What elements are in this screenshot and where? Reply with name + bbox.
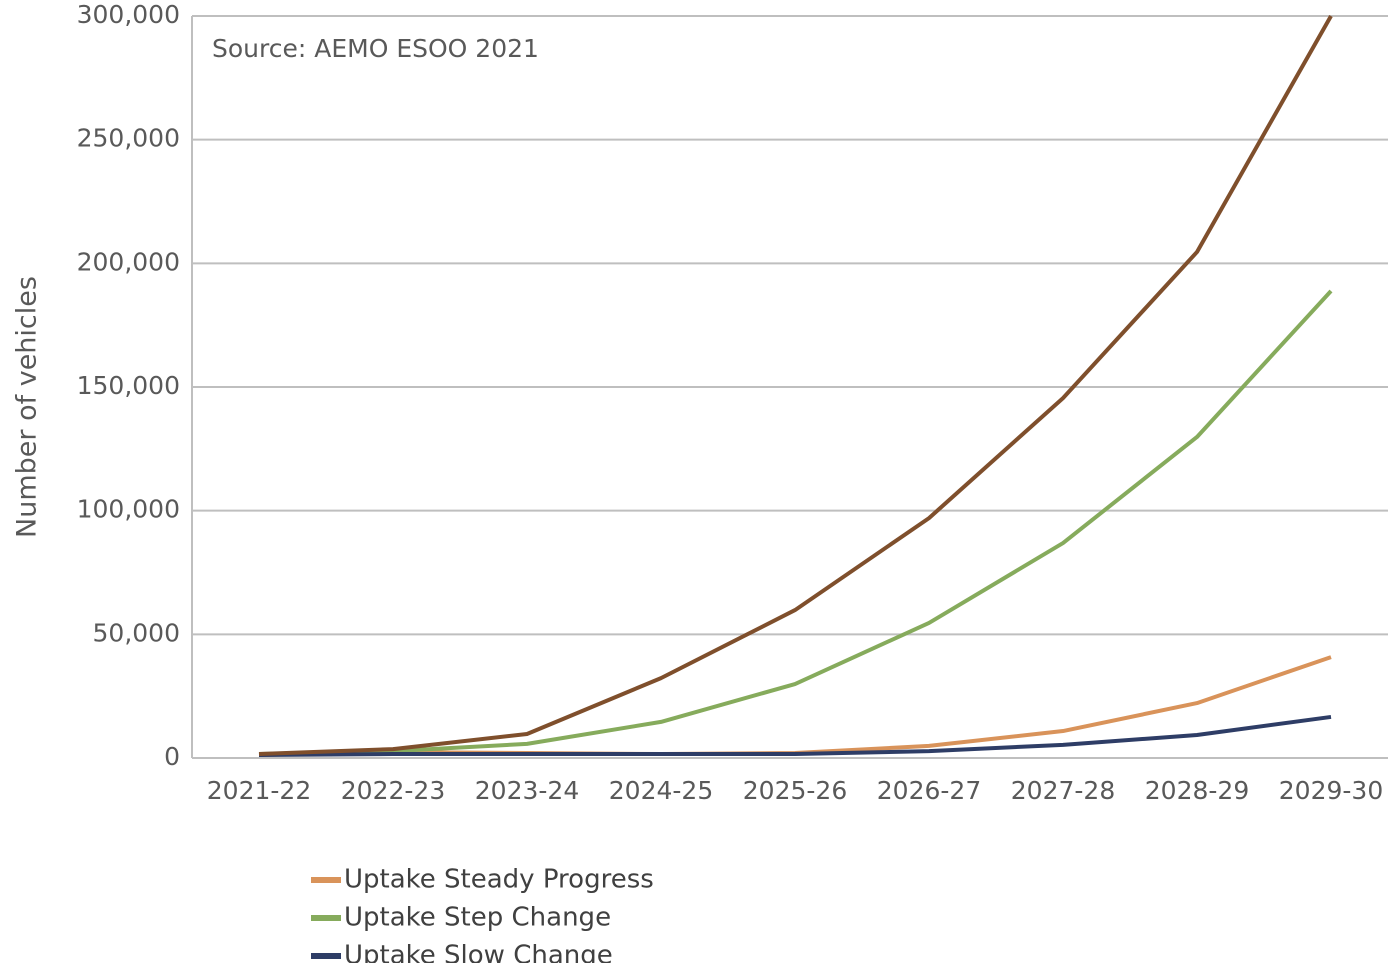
y-tick-label: 300,000 [77,0,180,29]
y-tick-label: 200,000 [77,247,180,276]
y-tick-label: 50,000 [93,618,180,647]
y-tick-label: 150,000 [77,371,180,400]
x-tick-label: 2024-25 [609,776,713,805]
y-tick-label: 0 [164,742,180,771]
x-tick-label: 2023-24 [475,776,579,805]
line-series [258,655,1332,758]
line-series [258,289,1333,757]
legend-label: Uptake Steady Progress [344,865,654,895]
x-tick-label: 2022-23 [341,776,445,805]
x-tick-label: 2025-26 [743,776,847,805]
y-tick-label: 250,000 [77,124,180,153]
y-axis-label: Number of vehicles [12,276,43,538]
x-tick-label: 2026-27 [877,776,981,805]
y-tick-label: 100,000 [77,495,180,524]
line-series [258,714,1332,758]
line-series [258,15,1333,757]
legend-label: Uptake Slow Change [344,941,613,963]
x-tick-label: 2028-29 [1145,776,1249,805]
x-tick-label: 2021-22 [207,776,311,805]
x-tick-label: 2027-28 [1011,776,1115,805]
source-annotation: Source: AEMO ESOO 2021 [212,34,539,63]
legend-label: Uptake Step Change [344,903,611,933]
x-tick-label: 2029-30 [1279,776,1383,805]
